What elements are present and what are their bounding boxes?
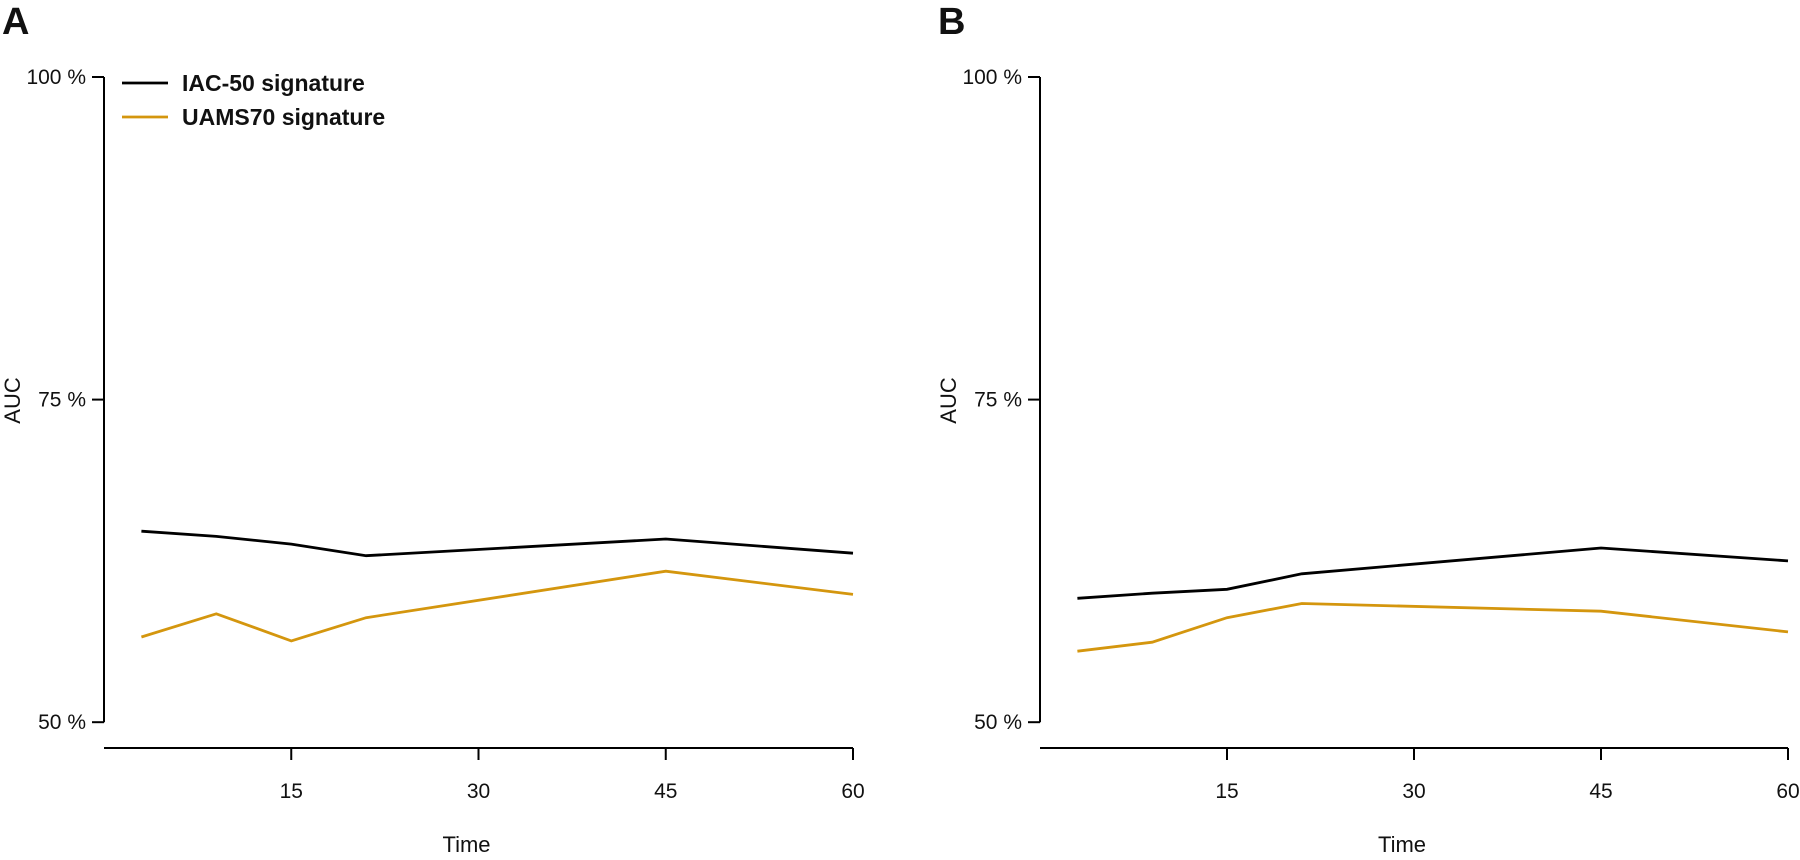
y-tick-label: 100 % <box>26 66 86 89</box>
x-tick-label: 15 <box>280 780 303 803</box>
y-tick-label: 75 % <box>38 389 86 412</box>
y-axis-title: AUC <box>936 377 961 424</box>
x-tick-label: 15 <box>1215 780 1238 803</box>
y-tick-label: 50 % <box>974 711 1022 734</box>
panel-b: B 50 % 75 % 100 % 15 30 45 60 Time AUC <box>936 1 1800 857</box>
y-axis-title: AUC <box>0 377 25 424</box>
panel-a: A 50 % 75 % 100 % 15 30 45 60 Time AUC IAC-50 sign… <box>0 1 865 857</box>
x-tick-label: 45 <box>654 780 677 803</box>
series-line-iac-50-signature <box>141 529 854 558</box>
series-line-series-0 <box>1077 546 1789 600</box>
series-line-series-1 <box>1077 602 1789 653</box>
x-axis-title: Time <box>442 832 490 855</box>
panel-letter: A <box>2 1 29 43</box>
y-tick-label: 75 % <box>974 389 1022 412</box>
x-axis-title: Time <box>1378 832 1426 855</box>
x-tick-label: 45 <box>1589 780 1612 803</box>
legend-label: UAMS70 signature <box>182 104 385 130</box>
x-tick-label: 30 <box>1402 780 1425 803</box>
panel-letter: B <box>938 1 965 43</box>
x-tick-label: 60 <box>1776 780 1799 803</box>
legend-label: IAC-50 signature <box>182 70 365 96</box>
y-tick-label: 50 % <box>38 711 86 734</box>
y-tick-label: 100 % <box>962 66 1022 89</box>
legend: IAC-50 signature UAMS70 signature <box>122 70 385 130</box>
series-line-uams70-signature <box>140 569 854 643</box>
x-tick-label: 60 <box>841 780 864 803</box>
x-tick-label: 30 <box>467 780 490 803</box>
